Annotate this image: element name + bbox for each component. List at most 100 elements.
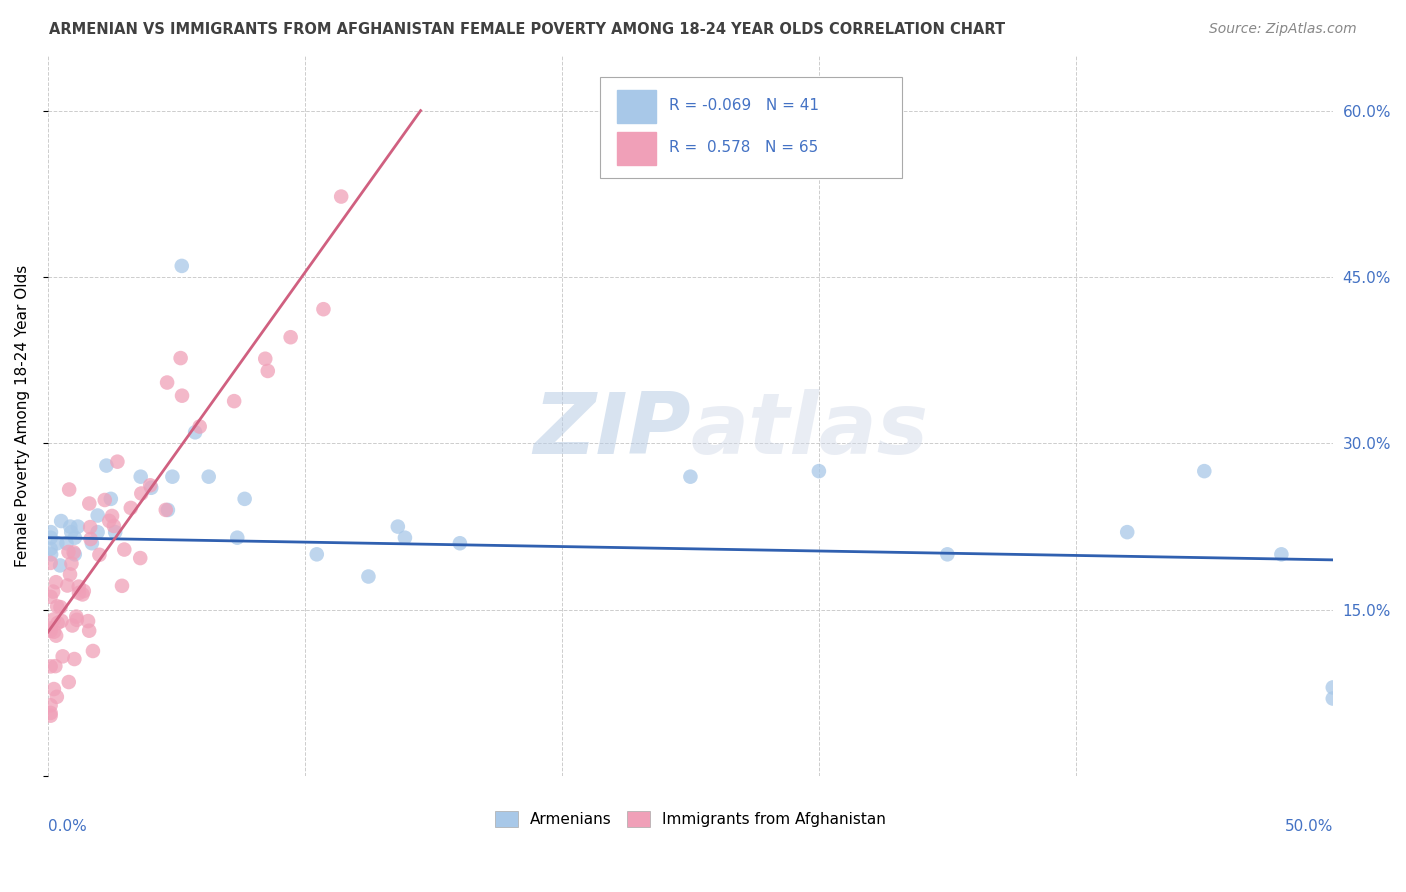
Point (86, 508, 108, 523)
Text: R =  0.578   N = 65: R = 0.578 N = 65 (669, 140, 818, 155)
Point (46, 536, 69, 550)
Point (49, 600, 72, 615)
Point (59, 567, 82, 582)
Point (184, 425, 207, 440)
Point (280, 330, 302, 344)
Point (60, 525, 83, 540)
Point (63, 531, 86, 545)
Point (39, 531, 62, 545)
Point (936, 547, 959, 561)
Text: ZIP: ZIP (533, 389, 690, 472)
Point (394, 531, 416, 545)
Point (63, 652, 86, 666)
Point (60, 618, 83, 632)
Point (312, 302, 335, 317)
Point (42, 584, 65, 599)
Point (58, 483, 80, 497)
Point (155, 503, 177, 517)
Point (63, 547, 86, 561)
Point (49, 514, 72, 528)
Point (67, 580, 90, 594)
Point (188, 419, 211, 434)
Point (141, 481, 163, 495)
FancyBboxPatch shape (600, 77, 903, 178)
Text: 0.0%: 0.0% (48, 820, 87, 834)
Bar (617, 132, 655, 165)
Point (65, 609, 87, 624)
Point (254, 351, 277, 366)
Point (45, 629, 67, 643)
Point (100, 491, 122, 506)
Point (56, 578, 79, 592)
Point (51, 614, 73, 628)
Text: ARMENIAN VS IMMIGRANTS FROM AFGHANISTAN FEMALE POVERTY AMONG 18-24 YEAR OLDS COR: ARMENIAN VS IMMIGRANTS FROM AFGHANISTAN … (49, 22, 1005, 37)
Bar (617, 90, 655, 122)
Point (233, 491, 256, 506)
Point (86, 525, 108, 540)
Point (39, 541, 62, 556)
Point (39, 624, 62, 638)
Legend: Armenians, Immigrants from Afghanistan: Armenians, Immigrants from Afghanistan (489, 805, 893, 833)
Point (679, 469, 702, 483)
Point (60, 557, 83, 571)
Point (120, 500, 142, 515)
Point (129, 551, 152, 566)
Point (39, 525, 62, 540)
Point (67, 586, 90, 600)
Point (197, 469, 219, 483)
Point (44, 659, 66, 673)
Point (1322, 681, 1344, 695)
Point (357, 569, 380, 583)
Point (59, 519, 82, 533)
Point (44, 624, 66, 639)
Point (1116, 525, 1139, 540)
Point (112, 542, 135, 557)
Point (39, 706, 62, 720)
Point (45, 690, 67, 704)
Point (1194, 464, 1216, 478)
Point (42, 613, 65, 627)
Point (1322, 691, 1344, 706)
Point (89, 548, 111, 562)
Point (39, 622, 62, 636)
Point (46, 615, 69, 630)
Point (103, 519, 125, 533)
Point (387, 519, 409, 533)
Point (52, 649, 75, 664)
Point (58, 675, 80, 690)
Point (170, 389, 193, 403)
Point (1270, 547, 1292, 561)
Point (79, 520, 101, 534)
Point (94, 493, 117, 508)
Point (42, 681, 65, 696)
Point (66, 519, 89, 533)
Point (77, 614, 100, 628)
Point (39, 547, 62, 561)
Point (77, 624, 100, 638)
Point (62, 545, 84, 559)
Text: Source: ZipAtlas.com: Source: ZipAtlas.com (1209, 22, 1357, 37)
Point (82, 644, 104, 658)
Point (79, 532, 101, 546)
Point (131, 486, 153, 500)
Point (39, 590, 62, 604)
Point (169, 351, 191, 365)
Point (79, 496, 101, 510)
Text: atlas: atlas (690, 389, 928, 472)
Point (330, 189, 353, 203)
Point (58, 545, 80, 559)
Point (226, 531, 249, 545)
Point (55, 536, 77, 550)
Y-axis label: Female Poverty Among 18-24 Year Olds: Female Poverty Among 18-24 Year Olds (15, 265, 30, 566)
Point (256, 364, 278, 378)
Point (39, 556, 62, 570)
Point (72, 587, 94, 601)
Point (156, 376, 179, 390)
Point (101, 508, 124, 523)
Point (224, 394, 246, 409)
Point (39, 708, 62, 723)
Point (111, 579, 134, 593)
Point (139, 478, 162, 492)
Point (170, 259, 193, 273)
Text: 50.0%: 50.0% (1285, 820, 1333, 834)
